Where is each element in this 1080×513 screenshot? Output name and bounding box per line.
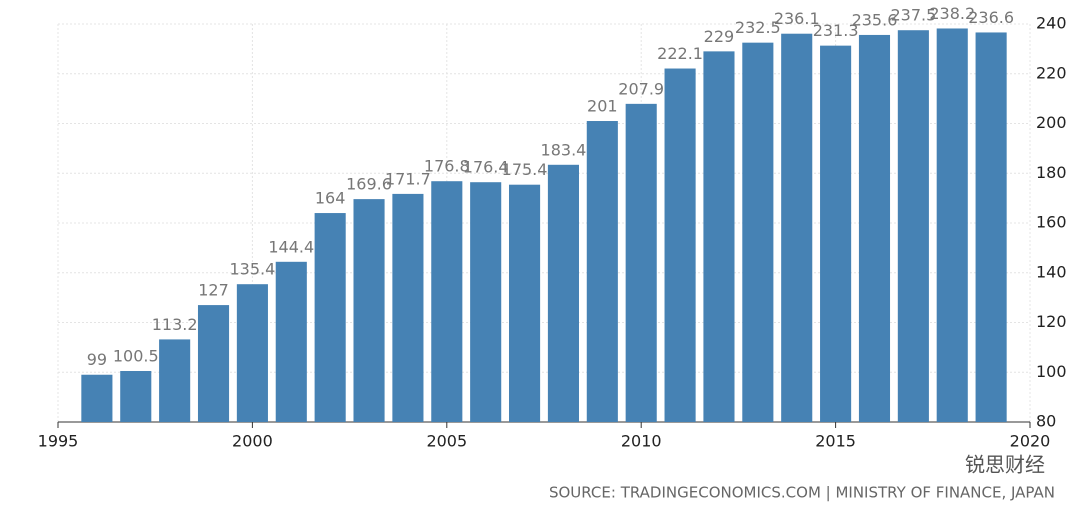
- bar: [353, 199, 385, 422]
- y-tick-label: 120: [1036, 312, 1067, 331]
- y-tick-label: 220: [1036, 63, 1067, 82]
- bar: [975, 32, 1007, 423]
- bar: [392, 193, 424, 422]
- bar: [547, 164, 579, 423]
- data-label: 164: [315, 189, 346, 208]
- y-tick-label: 80: [1036, 412, 1056, 431]
- x-tick-label: 2020: [1010, 432, 1051, 451]
- data-label: 171.7: [385, 169, 431, 188]
- bar: [820, 45, 852, 423]
- x-tick-label: 2015: [815, 432, 856, 451]
- data-label: 135.4: [229, 260, 275, 279]
- bar: [120, 371, 152, 422]
- x-tick-label: 2005: [426, 432, 467, 451]
- y-tick-label: 140: [1036, 262, 1067, 281]
- data-label: 127: [198, 281, 229, 300]
- x-tick-label: 2000: [232, 432, 273, 451]
- data-label: 236.1: [774, 9, 820, 28]
- bar: [509, 184, 541, 422]
- data-label: 175.4: [502, 160, 548, 179]
- data-label: 232.5: [735, 18, 781, 37]
- data-label: 99: [87, 350, 107, 369]
- data-label: 238.2: [929, 4, 975, 23]
- data-label: 237.5: [890, 6, 936, 25]
- y-tick-label: 240: [1036, 14, 1067, 33]
- data-label: 222.1: [657, 44, 703, 63]
- bar: [81, 374, 113, 422]
- source: SOURCE: TRADINGECONOMICS.COM | MINISTRY …: [549, 484, 1055, 502]
- bar: [936, 28, 968, 422]
- data-label: 236.6: [968, 8, 1014, 27]
- data-label: 176.8: [424, 157, 470, 176]
- data-label: 231.3: [813, 21, 859, 40]
- data-label: 183.4: [541, 140, 587, 159]
- bar: [275, 261, 307, 422]
- bar: [159, 339, 191, 422]
- bar: [197, 305, 230, 422]
- data-label: 169.6: [346, 175, 392, 194]
- x-tick-label: 2010: [621, 432, 662, 451]
- data-label: 144.4: [268, 237, 314, 256]
- y-tick-label: 160: [1036, 213, 1067, 232]
- y-tick-label: 100: [1036, 362, 1067, 381]
- x-tick-label: 1995: [38, 432, 79, 451]
- bar: [625, 103, 657, 422]
- y-tick-label: 180: [1036, 163, 1067, 182]
- bar: [314, 213, 346, 422]
- bar: [236, 284, 268, 422]
- bar: [470, 182, 502, 422]
- data-label: 100.5: [113, 347, 159, 366]
- bar: [431, 181, 463, 422]
- data-label: 113.2: [152, 315, 198, 334]
- bar: [586, 121, 618, 422]
- data-label: 207.9: [618, 79, 664, 98]
- bar: [858, 34, 891, 422]
- bar: [781, 33, 813, 423]
- bar: [703, 51, 735, 423]
- data-label: 229: [704, 27, 735, 46]
- data-label: 176.4: [463, 158, 509, 177]
- data-label: 235.6: [852, 10, 898, 29]
- bar: [664, 68, 696, 423]
- bar: [742, 42, 774, 422]
- watermark: 锐思财经: [965, 453, 1045, 477]
- y-tick-label: 200: [1036, 113, 1067, 132]
- data-label: 201: [587, 97, 618, 116]
- bar: [897, 30, 929, 422]
